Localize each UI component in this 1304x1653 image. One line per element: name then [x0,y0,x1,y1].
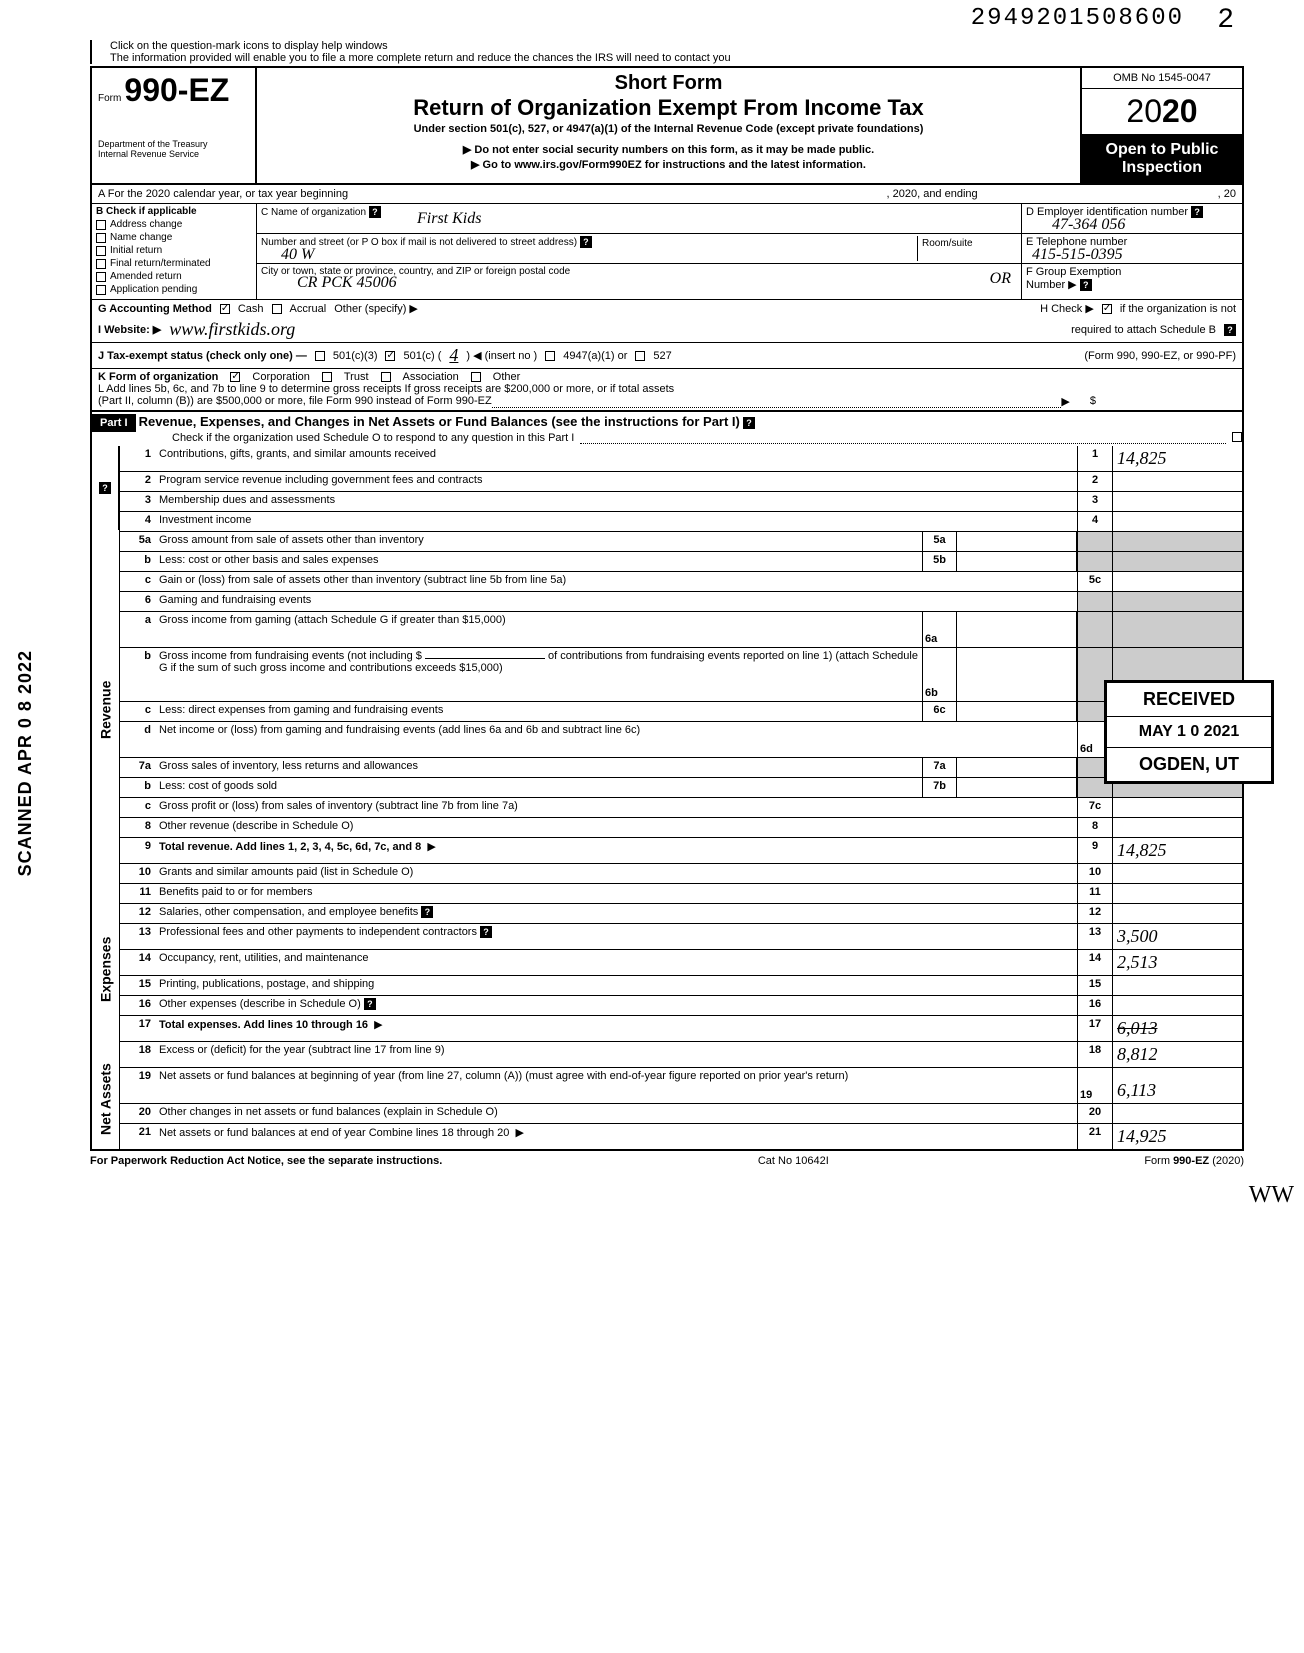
street-value: 40 W [281,246,314,264]
section-b-header: B Check if applicable [96,206,252,217]
phone-value: 415-515-0395 [1032,246,1123,264]
line-21-val: 14,925 [1117,1126,1167,1146]
help-icon[interactable]: ? [364,998,376,1010]
group-exempt-label: F Group Exemption [1026,266,1238,278]
city-value: CR PCK 45006 [297,274,397,292]
line-14-val: 2,513 [1117,952,1158,972]
row-i: I Website: ▶ www.firstkids.org required … [90,317,1244,342]
chk-schedule-b[interactable] [1102,304,1112,314]
chk-final-return[interactable] [96,259,106,269]
form-prefix: Form [98,93,121,104]
help-icon[interactable]: ? [743,417,755,429]
section-bcdef: B Check if applicable Address change Nam… [90,204,1244,299]
form-number: 990-EZ [124,72,229,108]
chk-trust[interactable] [322,372,332,382]
section-a: A For the 2020 calendar year, or tax yea… [90,185,1244,204]
row-g: G Accounting Method Cash Accrual Other (… [90,299,1244,317]
dept-treasury: Department of the Treasury [98,139,249,149]
chk-amended[interactable] [96,272,106,282]
line-13-val: 3,500 [1117,926,1158,946]
help-icon[interactable]: ? [421,906,433,918]
chk-4947[interactable] [545,351,555,361]
received-stamp: RECEIVED MAY 1 0 2021 OGDEN, UT [1104,680,1274,784]
expenses-label: Expenses [92,889,120,1049]
initials: WW [1249,1182,1294,1209]
help-icon[interactable]: ? [369,206,381,218]
row-k: K Form of organization Corporation Trust… [90,368,1244,412]
line-17-val: 6,013 [1117,1018,1158,1038]
document-number: 2949201508600 [971,5,1184,32]
chk-name-change[interactable] [96,233,106,243]
revenue-label: Revenue [92,530,120,889]
chk-pending[interactable] [96,285,106,295]
chk-527[interactable] [635,351,645,361]
tax-year: 2020 [1082,89,1242,135]
footer: For Paperwork Reduction Act Notice, see … [90,1151,1244,1171]
help-icon[interactable]: ? [99,482,111,494]
short-form-label: Short Form [267,72,1070,95]
line-9-val: 14,825 [1117,840,1167,860]
state-value: OR [990,270,1011,288]
chk-assoc[interactable] [381,372,391,382]
row-j: J Tax-exempt status (check only one) — 5… [90,342,1244,368]
ein-value: 47-364 056 [1052,216,1125,234]
help-text-1: Click on the question-mark icons to disp… [110,40,1244,52]
chk-501c[interactable] [385,351,395,361]
help-icon[interactable]: ? [1191,206,1203,218]
dept-irs: Internal Revenue Service [98,149,249,159]
website-value: www.firstkids.org [169,319,295,340]
part-1-header: Part I Revenue, Expenses, and Changes in… [90,412,1244,446]
row-l-1: L Add lines 5b, 6c, and 7b to line 9 to … [98,383,1236,395]
netassets-label: Net Assets [92,1049,120,1149]
help-icon[interactable]: ? [580,236,592,248]
chk-corp[interactable] [230,372,240,382]
org-name-label: C Name of organization [261,207,366,218]
line-1-val: 14,825 [1117,448,1167,468]
chk-initial-return[interactable] [96,246,106,256]
room-suite-label: Room/suite [917,236,1017,261]
subtitle: Under section 501(c), 527, or 4947(a)(1)… [267,123,1070,135]
chk-schedule-o[interactable] [1232,432,1242,442]
open-public: Open to Public Inspection [1082,135,1242,183]
help-icon[interactable]: ? [1224,324,1236,336]
instruction-2: ▶ Go to www.irs.gov/Form990EZ for instru… [267,158,1070,171]
main-title: Return of Organization Exempt From Incom… [267,95,1070,121]
chk-accrual[interactable] [272,304,282,314]
chk-501c3[interactable] [315,351,325,361]
line-18-val: 8,812 [1117,1044,1158,1064]
group-number-label: Number ▶ [1026,279,1077,291]
line-19-val: 6,113 [1117,1080,1156,1101]
form-header: Form 990-EZ Department of the Treasury I… [90,66,1244,185]
instruction-1: ▶ Do not enter social security numbers o… [267,143,1070,156]
chk-address-change[interactable] [96,220,106,230]
help-icon[interactable]: ? [480,926,492,938]
chk-cash[interactable] [220,304,230,314]
help-icon[interactable]: ? [1080,279,1092,291]
org-name-value: First Kids [417,210,481,228]
form-table: ? Revenue Expenses Net Assets 1Contribut… [90,446,1244,1151]
omb-number: OMB No 1545-0047 [1082,68,1242,89]
help-text-2: The information provided will enable you… [110,52,1244,64]
row-l-2: (Part II, column (B)) are $500,000 or mo… [98,395,492,408]
chk-other-org[interactable] [471,372,481,382]
page-number: 2 [1217,5,1234,36]
